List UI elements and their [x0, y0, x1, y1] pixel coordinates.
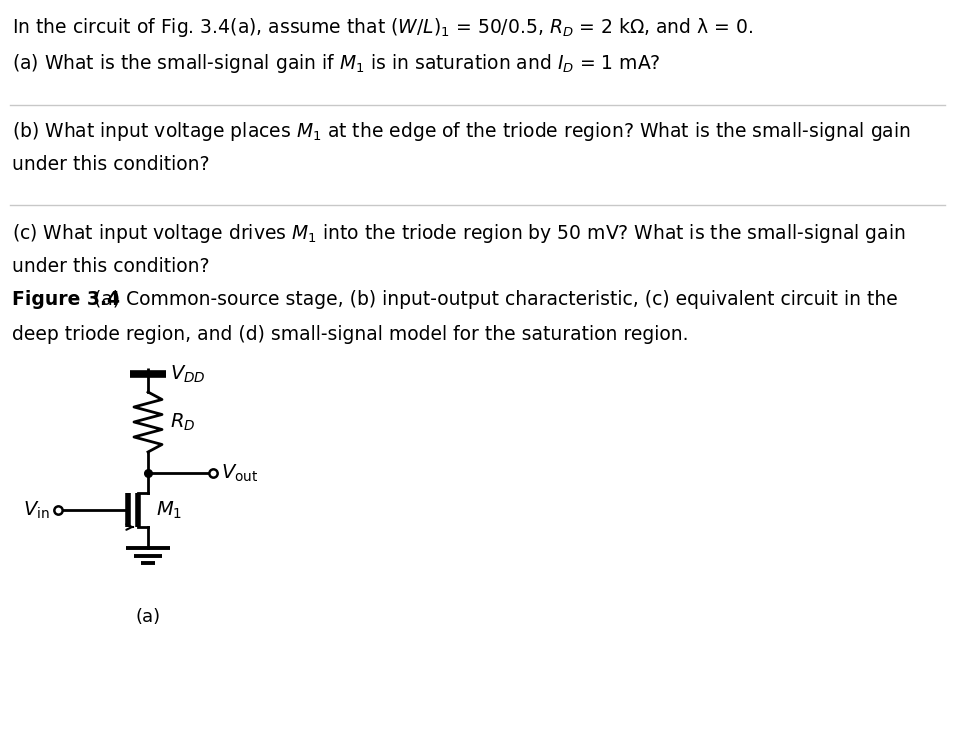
- Text: In the circuit of Fig. 3.4(a), assume that $(W/L)_1$ = 50/0.5, $R_D$ = 2 kΩ, and: In the circuit of Fig. 3.4(a), assume th…: [12, 16, 753, 39]
- Text: (c) What input voltage drives $M_1$ into the triode region by 50 mV? What is the: (c) What input voltage drives $M_1$ into…: [12, 222, 905, 245]
- Text: (a): (a): [136, 608, 160, 626]
- Text: Figure 3.4: Figure 3.4: [12, 290, 120, 309]
- Text: $V_{\rm out}$: $V_{\rm out}$: [221, 462, 259, 484]
- Text: under this condition?: under this condition?: [12, 155, 209, 174]
- Text: $V_{DD}$: $V_{DD}$: [170, 364, 205, 385]
- Text: deep triode region, and (d) small-signal model for the saturation region.: deep triode region, and (d) small-signal…: [12, 325, 689, 344]
- Text: under this condition?: under this condition?: [12, 257, 209, 276]
- Text: (a) Common-source stage, (b) input-output characteristic, (c) equivalent circuit: (a) Common-source stage, (b) input-outpu…: [88, 290, 898, 309]
- Text: $R_D$: $R_D$: [170, 411, 196, 433]
- Text: $M_1$: $M_1$: [156, 499, 182, 520]
- Text: (a) What is the small-signal gain if $M_1$ is in saturation and $I_D$ = 1 mA?: (a) What is the small-signal gain if $M_…: [12, 52, 661, 75]
- Text: (b) What input voltage places $M_1$ at the edge of the triode region? What is th: (b) What input voltage places $M_1$ at t…: [12, 120, 911, 143]
- Text: $V_{\rm in}$: $V_{\rm in}$: [23, 499, 50, 520]
